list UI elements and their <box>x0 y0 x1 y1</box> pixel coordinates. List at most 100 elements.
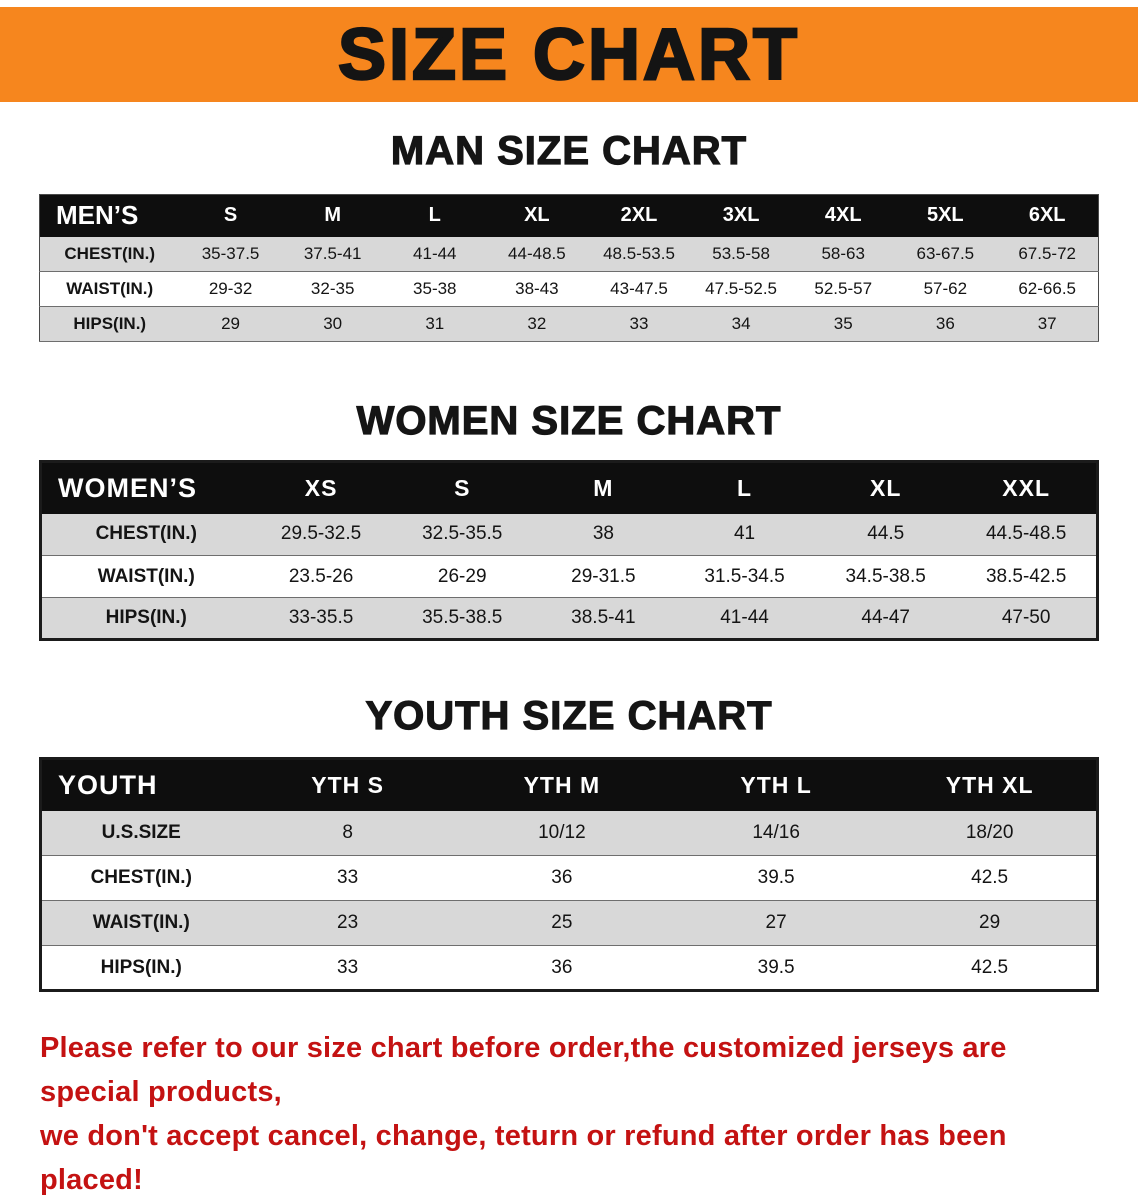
size-header-cell: S <box>179 194 282 237</box>
value-cell: 48.5-53.5 <box>603 243 675 263</box>
value-cell: 62-66.5 <box>1018 279 1077 298</box>
table-row: CHEST(IN.) 35-37.5 37.5-41 41-44 44-48.5 48.5… <box>39 236 1099 272</box>
value-cell: 29 <box>221 314 241 333</box>
men-section-heading: MAN SIZE CHART <box>390 128 748 173</box>
value-cell: 37.5-41 <box>303 243 362 263</box>
size-header-cell: L <box>673 461 816 514</box>
size-header-cell: XL <box>815 461 957 514</box>
value-cell: 34 <box>731 314 751 333</box>
row-label-cell: HIPS(IN.) <box>105 607 187 628</box>
value-cell: 42.5 <box>971 867 1009 888</box>
table-header-row: MEN’S S M L XL 2XL 3XL 4XL 5XL 6XL <box>39 194 1099 237</box>
row-label-cell: HIPS(IN.) <box>100 956 182 978</box>
table-row: HIPS(IN.) 33 36 39.5 42.5 <box>40 945 1098 991</box>
size-header-cell: 6XL <box>996 194 1099 237</box>
size-header-cell: 2XL <box>587 194 691 237</box>
value-cell: 44-48.5 <box>508 243 566 263</box>
value-cell: 53.5-58 <box>712 243 770 263</box>
value-cell: 39.5 <box>757 956 795 978</box>
size-chart-banner: SIZE CHART <box>0 7 1138 102</box>
value-cell: 57-62 <box>923 279 968 298</box>
value-cell: 31 <box>425 314 445 333</box>
value-cell: 30 <box>323 314 343 333</box>
disclaimer: Please refer to our size chart before or… <box>0 1026 1138 1202</box>
table-row: HIPS(IN.) 29 30 31 32 33 34 35 36 37 <box>39 306 1099 342</box>
value-cell: 27 <box>765 912 787 933</box>
row-label-cell: WAIST(IN.) <box>92 912 190 933</box>
value-cell: 38.5-42.5 <box>985 565 1067 587</box>
value-cell: 36 <box>935 314 955 333</box>
value-cell: 44-47 <box>861 607 910 628</box>
value-cell: 23.5-26 <box>288 565 354 587</box>
value-cell: 33 <box>337 956 359 978</box>
value-cell: 29-31.5 <box>571 565 636 587</box>
value-cell: 35-37.5 <box>201 243 260 263</box>
row-label-cell: WAIST(IN.) <box>66 279 154 298</box>
value-cell: 63-67.5 <box>916 243 975 263</box>
value-cell: 29-32 <box>208 279 253 298</box>
women-size-section: WOMEN SIZE CHART WOMEN’S XS S M L XL XXL CHEST(… <box>0 398 1138 641</box>
value-cell: 43-47.5 <box>610 279 668 298</box>
table-row: HIPS(IN.) 33-35.5 35.5-38.5 38.5-41 41-44 44-… <box>40 597 1098 640</box>
table-title-cell: WOMEN’S <box>40 461 251 514</box>
value-cell: 38 <box>592 523 614 545</box>
table-header-row: WOMEN’S XS S M L XL XXL <box>40 461 1098 514</box>
value-cell: 33 <box>629 314 649 333</box>
value-cell: 18/20 <box>965 821 1014 843</box>
table-row: CHEST(IN.) 29.5-32.5 32.5-35.5 38 41 44.5 44.5… <box>40 513 1098 556</box>
value-cell: 32-35 <box>310 279 355 298</box>
value-cell: 47.5-52.5 <box>705 279 778 298</box>
value-cell: 32 <box>527 314 547 333</box>
row-label-cell: HIPS(IN.) <box>73 314 147 333</box>
youth-section-heading: YOUTH SIZE CHART <box>365 693 773 738</box>
size-header-cell: YTH S <box>240 758 455 811</box>
value-cell: 23 <box>337 912 359 933</box>
women-size-table: WOMEN’S XS S M L XL XXL CHEST(IN.) 29.5-32.5 32.5… <box>39 460 1099 641</box>
size-header-cell: 4XL <box>792 194 895 237</box>
value-cell: 67.5-72 <box>1018 243 1077 263</box>
size-header-cell: YTH M <box>454 758 669 811</box>
value-cell: 32.5-35.5 <box>422 523 503 545</box>
value-cell: 33-35.5 <box>288 607 354 628</box>
value-cell: 37 <box>1037 314 1057 333</box>
value-cell: 52.5-57 <box>814 279 873 298</box>
size-header-cell: XXL <box>956 461 1098 514</box>
table-row: WAIST(IN.) 23.5-26 26-29 29-31.5 31.5-34.5 34… <box>40 555 1098 598</box>
row-label-cell: CHEST(IN.) <box>64 243 156 263</box>
value-cell: 34.5-38.5 <box>845 565 926 587</box>
row-label-cell: CHEST(IN.) <box>95 523 197 545</box>
table-row: WAIST(IN.) 29-32 32-35 35-38 38-43 43-47.5 47.… <box>39 271 1099 307</box>
table-row: U.S.SIZE 8 10/12 14/16 18/20 <box>40 810 1098 856</box>
size-header-cell: M <box>532 461 674 514</box>
value-cell: 38.5-41 <box>571 607 636 628</box>
men-size-table: MEN’S S M L XL 2XL 3XL 4XL 5XL 6XL CHEST(IN.) 35-37… <box>39 194 1099 342</box>
value-cell: 47-50 <box>1001 607 1051 628</box>
size-header-cell: 5XL <box>894 194 997 237</box>
value-cell: 35.5-38.5 <box>422 607 503 628</box>
table-row: WAIST(IN.) 23 25 27 29 <box>40 900 1098 946</box>
men-size-section: MAN SIZE CHART MEN’S S M L XL 2XL 3XL 4XL 5XL 6XL… <box>0 128 1138 342</box>
value-cell: 8 <box>342 821 353 843</box>
size-header-cell: L <box>383 194 486 237</box>
disclaimer-line-1: Please refer to our size chart before or… <box>40 1032 1007 1108</box>
value-cell: 44.5-48.5 <box>985 523 1067 545</box>
value-cell: 41-44 <box>413 243 457 263</box>
value-cell: 58-63 <box>821 243 865 263</box>
value-cell: 29.5-32.5 <box>280 523 362 545</box>
size-header-cell: 3XL <box>690 194 793 237</box>
value-cell: 26-29 <box>437 565 487 587</box>
value-cell: 14/16 <box>752 821 800 843</box>
value-cell: 44.5 <box>867 523 905 545</box>
banner-title: SIZE CHART <box>337 14 800 95</box>
value-cell: 33 <box>337 867 359 888</box>
size-header-cell: S <box>391 461 533 514</box>
value-cell: 36 <box>551 956 573 978</box>
value-cell: 39.5 <box>757 867 795 888</box>
table-row: CHEST(IN.) 33 36 39.5 42.5 <box>40 855 1098 901</box>
disclaimer-line-2: we don't accept cancel, change, teturn o… <box>40 1120 1007 1196</box>
value-cell: 35-38 <box>413 279 457 298</box>
value-cell: 25 <box>551 912 573 933</box>
value-cell: 42.5 <box>971 956 1009 978</box>
size-header-cell: XL <box>485 194 588 237</box>
size-chart-page: SIZE CHART MAN SIZE CHART MEN’S S M L XL 2XL 3… <box>0 7 1138 1202</box>
